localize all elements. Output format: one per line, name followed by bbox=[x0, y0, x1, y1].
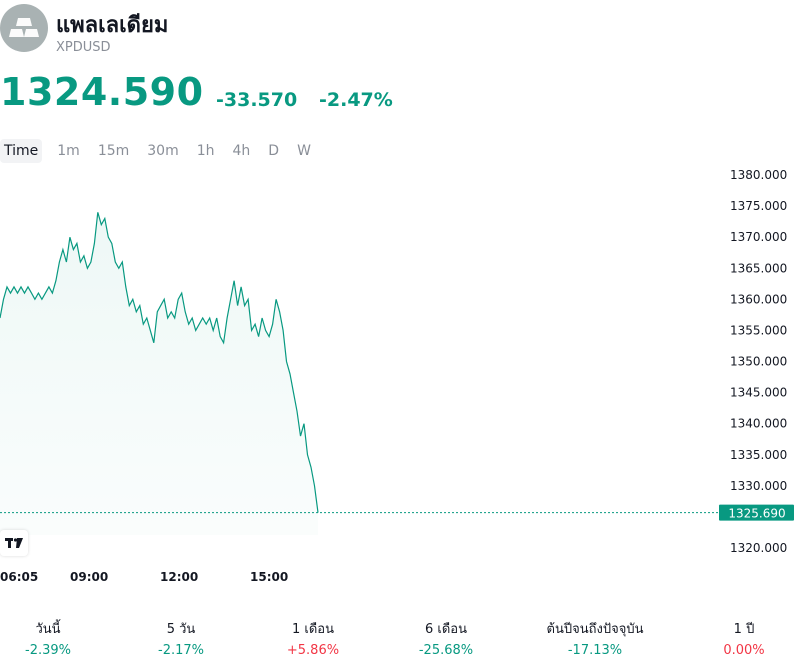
y-tick-label: 1340.000 bbox=[730, 417, 787, 431]
tab-w[interactable]: W bbox=[297, 143, 311, 159]
price-change-percent: -2.47% bbox=[319, 89, 393, 111]
last-price-label: 1325.690 bbox=[728, 507, 785, 521]
price-area-fill bbox=[0, 212, 318, 536]
last-price: 1324.590 bbox=[0, 70, 204, 114]
quote-row: 1324.590 -33.570 -2.47% bbox=[0, 70, 800, 120]
perf-value: -17.13% bbox=[567, 643, 623, 658]
price-chart-svg[interactable]: 1325.690 1380.000 1375.000 1370.000 1365.000… bbox=[0, 160, 800, 590]
y-tick-label: 1350.000 bbox=[730, 355, 787, 369]
x-tick-label: 15:00 bbox=[250, 570, 288, 584]
perf-value: 0.00% bbox=[723, 643, 765, 658]
y-tick-label: 1380.000 bbox=[730, 168, 787, 182]
perf-value: +5.86% bbox=[286, 643, 340, 658]
perf-value: -25.68% bbox=[418, 643, 474, 658]
x-tick-label: 09:00 bbox=[70, 570, 108, 584]
y-tick-label: 1355.000 bbox=[730, 323, 787, 337]
perf-item-5d[interactable]: 5 วัน -2.17% bbox=[121, 620, 241, 660]
perf-label: วันนี้ bbox=[35, 622, 61, 637]
perf-label: 1 ปี bbox=[733, 622, 755, 637]
tab-1m[interactable]: 1m bbox=[57, 143, 80, 159]
last-price-label-bg bbox=[719, 504, 794, 521]
y-tick-label: 1365.000 bbox=[730, 261, 787, 275]
timeframe-tabs: Time 1m 15m 30m 1h 4h D W bbox=[0, 139, 320, 163]
y-tick-label: 1345.000 bbox=[730, 386, 787, 400]
symbol-header: แพลเลเดียม XPDUSD bbox=[0, 4, 800, 55]
symbol-name: แพลเลเดียม bbox=[56, 13, 169, 38]
y-tick-label: 1320.000 bbox=[730, 541, 787, 555]
tab-15m[interactable]: 15m bbox=[97, 143, 130, 159]
perf-value: -2.17% bbox=[158, 643, 204, 658]
x-tick-label: 06:05 bbox=[0, 570, 38, 584]
perf-item-6m[interactable]: 6 เดือน -25.68% bbox=[386, 620, 506, 660]
price-series-line bbox=[0, 212, 319, 513]
y-tick-label: 1360.000 bbox=[730, 292, 787, 306]
y-tick-label: 1370.000 bbox=[730, 230, 787, 244]
perf-label: ต้นปีจนถึงปัจจุบัน bbox=[546, 622, 644, 637]
tab-4h[interactable]: 4h bbox=[232, 143, 251, 159]
tab-30m[interactable]: 30m bbox=[147, 143, 179, 159]
y-tick-label: 1375.000 bbox=[730, 199, 787, 213]
tab-d[interactable]: D bbox=[268, 143, 280, 159]
perf-item-ytd[interactable]: ต้นปีจนถึงปัจจุบัน -17.13% bbox=[535, 620, 655, 660]
x-tick-label: 12:00 bbox=[160, 570, 198, 584]
tradingview-logo-icon bbox=[5, 538, 23, 548]
perf-label: 6 เดือน bbox=[425, 622, 467, 637]
perf-item-1m[interactable]: 1 เดือน +5.86% bbox=[253, 620, 373, 660]
price-chart[interactable]: 1325.690 1380.000 1375.000 1370.000 1365.000… bbox=[0, 160, 800, 590]
perf-label: 1 เดือน bbox=[292, 622, 334, 637]
symbol-ticker: XPDUSD bbox=[56, 40, 111, 55]
tab-time[interactable]: Time bbox=[0, 139, 43, 163]
perf-label: 5 วัน bbox=[166, 622, 196, 637]
palladium-bars-icon bbox=[0, 4, 48, 52]
perf-item-1y[interactable]: 1 ปี 0.00% bbox=[684, 620, 800, 660]
y-tick-label: 1335.000 bbox=[730, 448, 787, 462]
perf-value: -2.39% bbox=[25, 643, 71, 658]
perf-item-today[interactable]: วันนี้ -2.39% bbox=[0, 620, 108, 660]
y-tick-label: 1330.000 bbox=[730, 479, 787, 493]
price-change: -33.570 bbox=[216, 89, 298, 111]
tab-1h[interactable]: 1h bbox=[196, 143, 215, 159]
performance-strip: วันนี้ -2.39% 5 วัน -2.17% 1 เดือน +5.86… bbox=[0, 620, 800, 665]
tradingview-logo[interactable] bbox=[0, 530, 28, 556]
